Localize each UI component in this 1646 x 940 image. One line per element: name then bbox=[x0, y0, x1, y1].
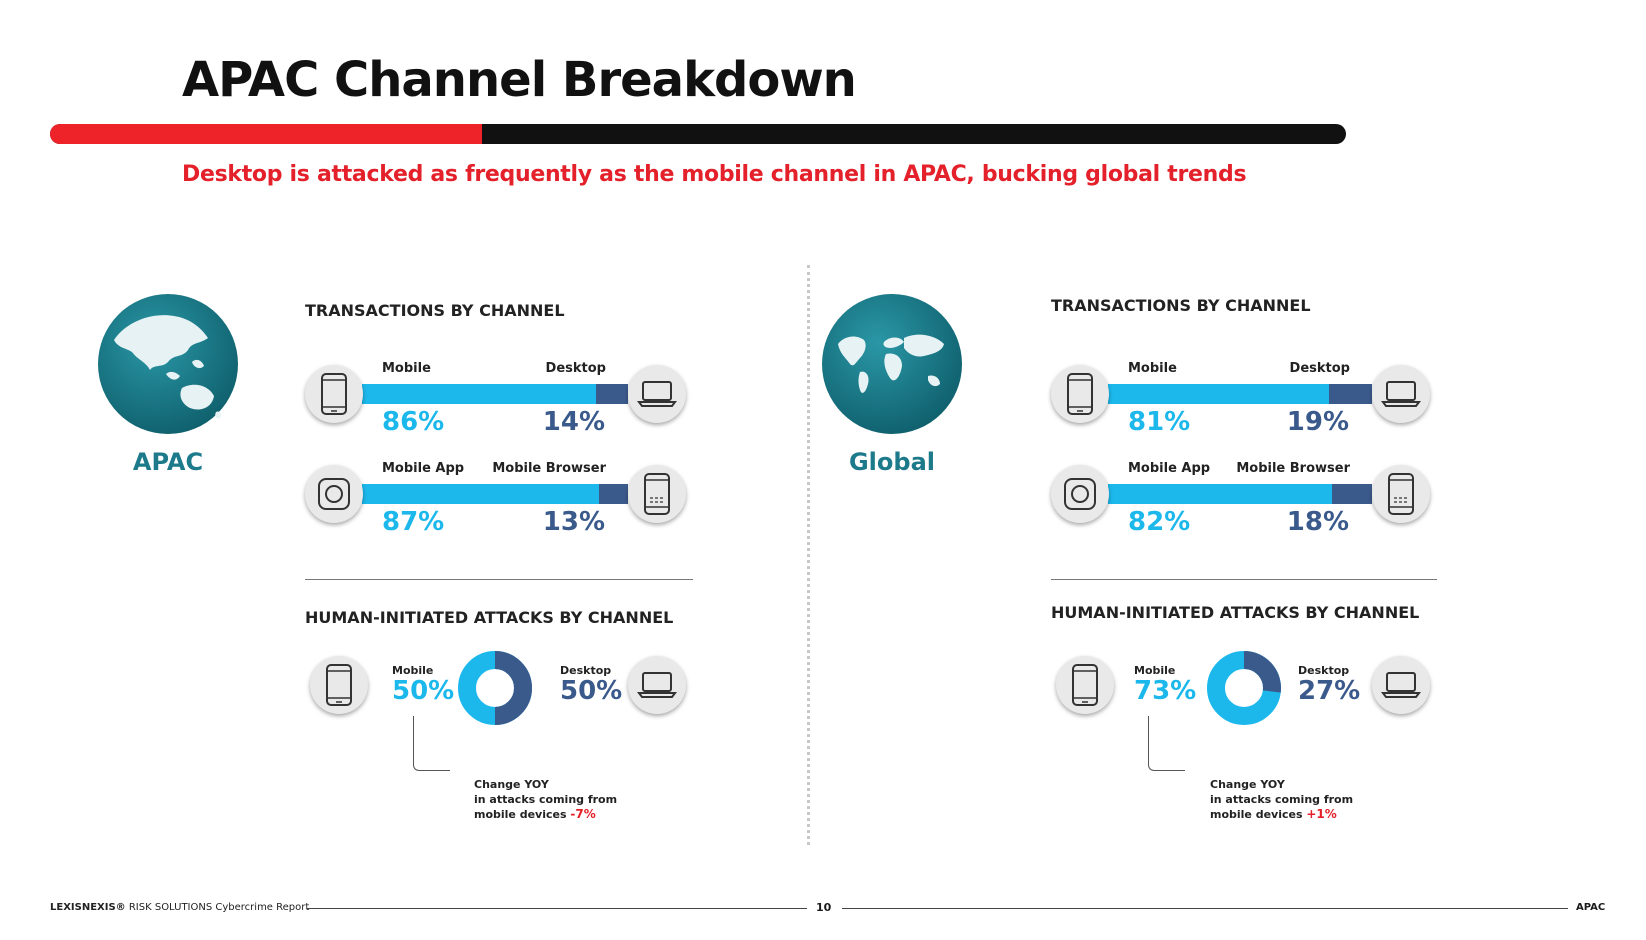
footer-rule-right bbox=[842, 908, 1568, 909]
column-divider bbox=[807, 265, 810, 845]
smartphone-icon bbox=[305, 365, 363, 423]
laptop-icon bbox=[1372, 656, 1430, 714]
attacks-donut-chart bbox=[1207, 651, 1281, 725]
channel-label-secondary: Desktop bbox=[545, 361, 606, 376]
note-connector bbox=[1148, 716, 1185, 771]
donut-slice-desktop bbox=[1243, 651, 1281, 693]
donut-pct-desktop: 27% bbox=[1298, 676, 1361, 706]
channel-bar-primary bbox=[1108, 384, 1329, 404]
smartphone-icon bbox=[310, 656, 368, 714]
channel-bar-secondary bbox=[599, 484, 628, 504]
note-line-3: mobile devices -7% bbox=[474, 807, 617, 822]
yoy-change-value: +1% bbox=[1306, 807, 1337, 821]
mobile-browser-icon bbox=[628, 465, 686, 523]
channel-label-primary: Mobile App bbox=[1128, 461, 1211, 476]
note-line-1: Change YOY bbox=[474, 778, 549, 791]
attacks-heading: HUMAN-INITIATED ATTACKS BY CHANNEL bbox=[1051, 603, 1420, 622]
note-line-3-text: mobile devices bbox=[1210, 808, 1303, 821]
footer-brand: LEXISNEXIS® bbox=[50, 902, 126, 913]
app-icon bbox=[1051, 465, 1109, 523]
footer-report-name: LEXISNEXIS® RISK SOLUTIONS Cybercrime Re… bbox=[50, 902, 309, 913]
channel-label-primary: Mobile bbox=[382, 361, 431, 376]
donut-label-desktop: Desktop bbox=[1298, 664, 1350, 677]
globe-world-map-icon bbox=[820, 292, 964, 436]
note-line-2: in attacks coming from bbox=[1210, 793, 1354, 806]
channel-bar-primary bbox=[1108, 484, 1332, 504]
donut-pct-mobile: 73% bbox=[1134, 676, 1197, 706]
channel-bar-secondary bbox=[596, 384, 628, 404]
yoy-change-note: Change YOY in attacks coming from mobile d… bbox=[474, 777, 617, 822]
channel-label-primary: Mobile App bbox=[382, 461, 465, 476]
smartphone-icon bbox=[1056, 656, 1114, 714]
footer-report: RISK SOLUTIONS Cybercrime Report bbox=[128, 902, 310, 913]
donut-label-desktop: Desktop bbox=[560, 664, 612, 677]
yoy-change-value: -7% bbox=[570, 807, 596, 821]
channel-pct-primary: 81% bbox=[1128, 407, 1191, 437]
note-connector bbox=[413, 716, 450, 771]
laptop-icon bbox=[628, 365, 686, 423]
channel-label-primary: Mobile bbox=[1128, 361, 1177, 376]
channel-pct-primary: 86% bbox=[382, 407, 445, 437]
channel-pct-primary: 82% bbox=[1128, 507, 1191, 537]
channel-label-secondary: Mobile Browser bbox=[492, 461, 606, 476]
app-icon bbox=[305, 465, 363, 523]
channel-pct-primary: 87% bbox=[382, 507, 445, 537]
donut-pct-mobile: 50% bbox=[392, 676, 455, 706]
donut-pct-desktop: 50% bbox=[560, 676, 623, 706]
section-divider bbox=[305, 579, 693, 580]
donut-label-mobile: Mobile bbox=[1134, 664, 1176, 677]
title-underline-accent bbox=[50, 124, 482, 144]
footer-section: APAC bbox=[1576, 902, 1606, 913]
channel-pct-secondary: 18% bbox=[1286, 507, 1349, 537]
channel-label-secondary: Desktop bbox=[1289, 361, 1350, 376]
attacks-donut-chart bbox=[458, 651, 532, 725]
note-line-2: in attacks coming from bbox=[474, 793, 618, 806]
channel-pct-secondary: 14% bbox=[542, 407, 605, 437]
region-label: APAC bbox=[132, 448, 204, 476]
mobile-browser-icon bbox=[1372, 465, 1430, 523]
attacks-heading: HUMAN-INITIATED ATTACKS BY CHANNEL bbox=[305, 608, 674, 627]
channel-bar-primary bbox=[362, 384, 596, 404]
laptop-icon bbox=[628, 656, 686, 714]
section-divider bbox=[1051, 579, 1437, 580]
footer-rule-left bbox=[307, 908, 807, 909]
channel-pct-secondary: 13% bbox=[542, 507, 605, 537]
channel-bar-primary bbox=[362, 484, 599, 504]
smartphone-icon bbox=[1051, 365, 1109, 423]
note-line-3: mobile devices +1% bbox=[1210, 807, 1353, 822]
channel-pct-secondary: 19% bbox=[1286, 407, 1349, 437]
region-label: Global bbox=[848, 448, 935, 476]
donut-slice-desktop bbox=[494, 651, 532, 725]
yoy-change-note: Change YOY in attacks coming from mobile d… bbox=[1210, 777, 1353, 822]
channel-label-secondary: Mobile Browser bbox=[1236, 461, 1350, 476]
channel-bar-secondary bbox=[1329, 384, 1372, 404]
laptop-icon bbox=[1372, 365, 1430, 423]
transactions-heading: TRANSACTIONS BY CHANNEL bbox=[1051, 296, 1311, 315]
transactions-heading: TRANSACTIONS BY CHANNEL bbox=[305, 301, 565, 320]
footer-page-number: 10 bbox=[816, 901, 832, 914]
page-subtitle: Desktop is attacked as frequently as the… bbox=[182, 162, 1247, 187]
page-title: APAC Channel Breakdown bbox=[182, 52, 857, 108]
donut-label-mobile: Mobile bbox=[392, 664, 434, 677]
note-line-3-text: mobile devices bbox=[474, 808, 567, 821]
globe-asia-pacific-icon bbox=[96, 292, 240, 436]
note-line-1: Change YOY bbox=[1210, 778, 1285, 791]
channel-bar-secondary bbox=[1332, 484, 1372, 504]
